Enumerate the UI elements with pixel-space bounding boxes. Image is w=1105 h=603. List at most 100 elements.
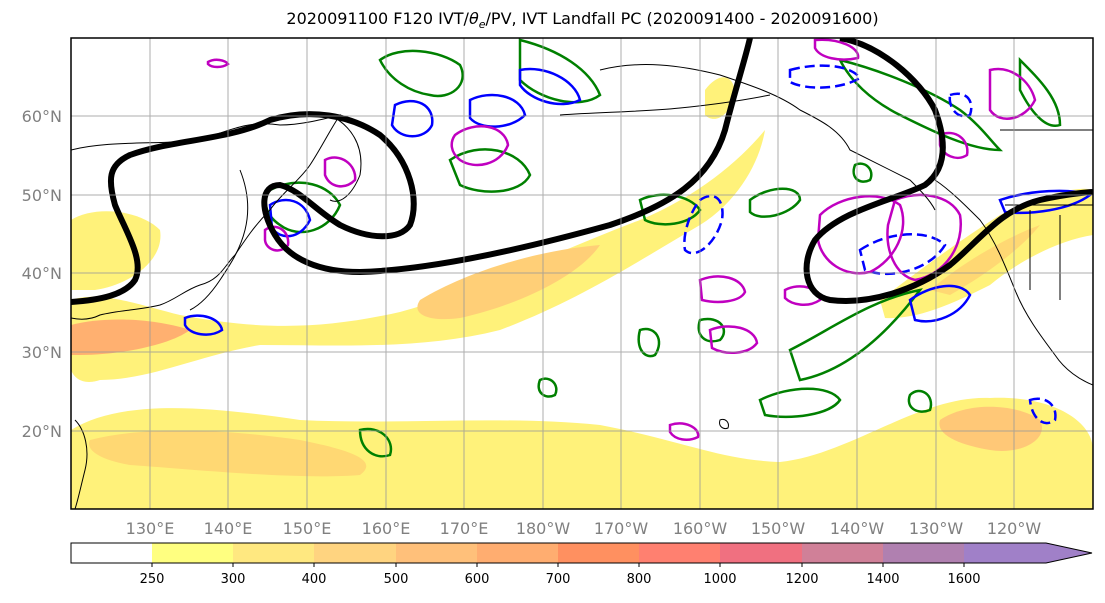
colorbar-cells (71, 543, 1046, 563)
colorbar-cell (802, 543, 883, 563)
colorbar-tick-label: 500 (384, 572, 409, 587)
green-contour (758, 387, 842, 419)
blue-contour (183, 314, 224, 336)
colorbar-tick-label: 700 (546, 572, 571, 587)
lon-label: 140°W (830, 519, 885, 538)
map-title: 2020091100 F120 IVT/θe/PV, IVT Landfall … (0, 9, 1105, 31)
lon-label: 140°E (204, 519, 253, 538)
green-contour (788, 288, 923, 382)
colorbar-cell (233, 543, 314, 563)
colorbar-cell (720, 543, 802, 563)
green-contour (1018, 56, 1062, 127)
colorbar: 250 300 400 500 600 700 800 1000 1200 14… (70, 542, 1093, 587)
blue-contour (268, 198, 312, 238)
lon-label: 120°W (987, 519, 1042, 538)
title-theta: θ (468, 9, 479, 28)
colorbar-tick-label: 800 (627, 572, 652, 587)
magenta-contour (783, 285, 822, 306)
lon-label: 180°W (516, 519, 571, 538)
lon-label: 160°E (362, 519, 411, 538)
colorbar-outline (70, 542, 1093, 564)
na-coast (934, 179, 1093, 386)
magenta-contour (816, 195, 905, 275)
green-contour (448, 148, 532, 193)
title-suffix: /PV, IVT Landfall PC (2020091400 - 20200… (485, 9, 879, 28)
blue-contour (908, 284, 972, 323)
alaska-coast (599, 64, 936, 211)
colorbar-tick-label: 1400 (866, 572, 899, 587)
pv-contours (71, 38, 1093, 305)
colorbar-cell (71, 543, 152, 563)
magenta-contour (698, 275, 747, 304)
green-contour (852, 162, 873, 183)
ivt-band-west (71, 130, 765, 382)
ivt-aleutian (705, 77, 735, 119)
lat-label: 30°N (22, 343, 62, 362)
green-contour (748, 187, 802, 218)
lat-label: 60°N (22, 107, 62, 126)
title-prefix: 2020091100 F120 IVT/ (286, 9, 469, 28)
ivt-shading (71, 77, 1093, 509)
colorbar-cell (558, 543, 639, 563)
colorbar-tick-label: 1000 (703, 572, 736, 587)
ivt-core-central (417, 245, 600, 320)
magenta-contour (263, 225, 290, 252)
blue-dashed-contours (683, 64, 1057, 425)
lon-label: 130°W (909, 519, 964, 538)
colorbar-extend-arrow (1046, 543, 1092, 563)
blue-dashed-contour (1028, 397, 1057, 425)
ivt-band-south-east (939, 406, 1042, 451)
blue-contour (518, 67, 582, 106)
green-contour (537, 377, 558, 398)
colorbar-tick-label: 250 (140, 572, 165, 587)
lat-label: 50°N (22, 186, 62, 205)
na-border (1000, 129, 1093, 300)
lon-labels: 130°E 140°E 150°E 160°E 170°E 180°W 170°… (126, 519, 1042, 538)
colorbar-cell (396, 543, 477, 563)
graticule (71, 38, 1093, 509)
ivt-band-south (71, 397, 1093, 509)
blue-dashed-contour (858, 233, 947, 275)
hawaii-islands (719, 419, 729, 429)
blue-contour (390, 99, 434, 138)
colorbar-cell (314, 543, 396, 563)
lat-labels: 60°N 50°N 40°N 30°N 20°N (22, 107, 62, 441)
lon-label: 170°E (440, 519, 489, 538)
lon-label: 150°W (751, 519, 806, 538)
japan-coast (189, 169, 249, 311)
magenta-contour (450, 125, 510, 167)
ivt-northeast-core (930, 225, 1040, 295)
lon-label: 150°E (283, 519, 332, 538)
colorbar-ticks (151, 563, 965, 567)
green-contour (378, 49, 464, 98)
lat-label: 40°N (22, 264, 62, 283)
lon-label: 160°W (673, 519, 728, 538)
pv-contour (71, 38, 753, 305)
colorbar-cell (152, 543, 233, 563)
green-contour (518, 38, 602, 104)
title-subscript: e (478, 18, 486, 32)
blue-contour (468, 93, 527, 128)
green-contour (697, 317, 726, 343)
colorbar-tick-label: 1200 (785, 572, 818, 587)
colorbar-tick-label: 600 (465, 572, 490, 587)
colorbar-cell (477, 543, 558, 563)
map-frame (70, 37, 1094, 510)
colorbar-tick-labels: 250 300 400 500 600 700 800 1000 1200 14… (140, 572, 981, 587)
green-contour (358, 427, 393, 458)
blue-dashed-contour (948, 92, 973, 118)
magenta-contour (813, 38, 860, 61)
blue-dashed-contour (683, 194, 724, 255)
colorbar-tick-label: 1600 (947, 572, 980, 587)
green-contour (907, 389, 933, 413)
magenta-contour (988, 67, 1037, 120)
colorbar-cell (883, 543, 964, 563)
lon-label: 170°W (594, 519, 649, 538)
green-contour (637, 327, 661, 358)
aleutian-chain (559, 94, 771, 116)
magenta-contour (668, 422, 700, 441)
lon-label: 130°E (126, 519, 175, 538)
magenta-contour (708, 325, 759, 354)
ivt-core-west (71, 319, 190, 355)
colorbar-tick-label: 300 (221, 572, 246, 587)
